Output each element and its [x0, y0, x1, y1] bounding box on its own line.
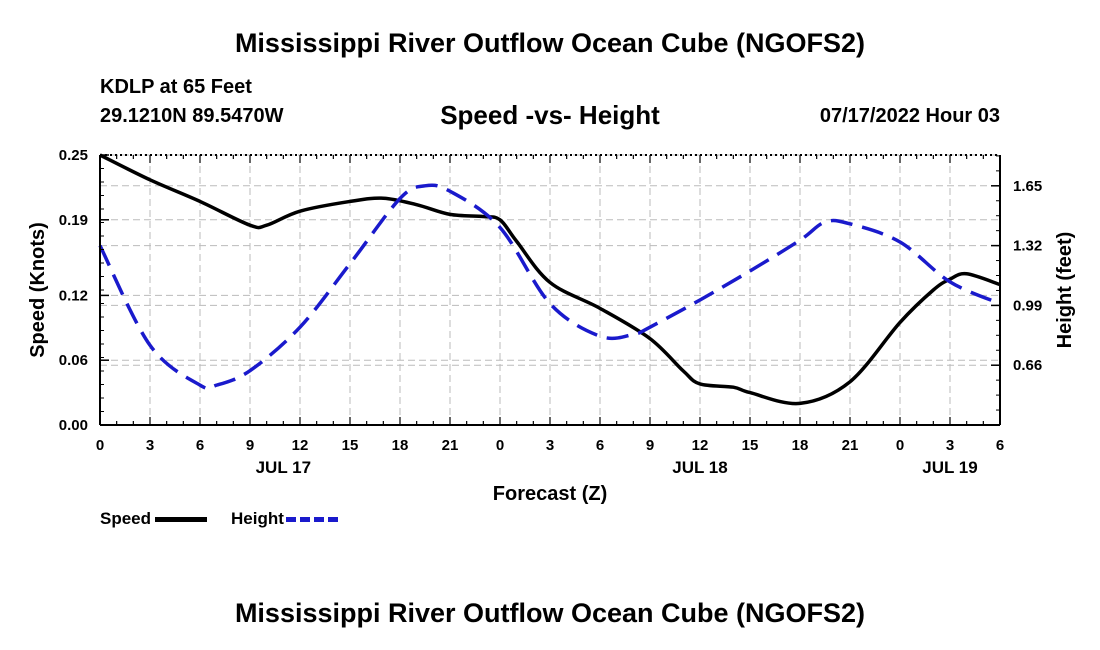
x-tick-label: 15: [342, 437, 359, 454]
x-day-label: JUL 18: [672, 458, 727, 477]
x-tick-label: 12: [692, 437, 709, 454]
chart-subtitle: Speed -vs- Height: [440, 100, 660, 130]
x-tick-label: 0: [496, 437, 504, 454]
forecast-datetime: 07/17/2022 Hour 03: [819, 105, 1000, 127]
y2-axis-title: Height (feet): [1054, 232, 1076, 349]
x-tick-label: 18: [792, 437, 809, 454]
x-day-label: JUL 19: [922, 458, 977, 477]
x-tick-label: 6: [996, 437, 1004, 454]
x-day-label: JUL 17: [256, 458, 311, 477]
x-tick-label: 21: [842, 437, 859, 454]
y-tick-label: 0.06: [59, 352, 88, 369]
x-tick-label: 3: [546, 437, 554, 454]
x-tick-label: 3: [946, 437, 954, 454]
legend-height-swatch: [285, 516, 338, 522]
x-tick-label: 15: [742, 437, 759, 454]
station-coordinates: 29.1210N 89.5470W: [100, 105, 284, 127]
x-tick-label: 0: [96, 437, 104, 454]
x-tick-label: 6: [596, 437, 604, 454]
series-layer: [98, 153, 1001, 406]
y-tick-label: 0.25: [59, 147, 88, 164]
y-tick-label: 0.12: [59, 287, 88, 304]
legend-speed: Speed: [100, 509, 208, 529]
legend-speed-label: Speed: [100, 509, 152, 528]
height-series-line: [98, 183, 1001, 391]
y-tick-label: 0.19: [59, 212, 88, 229]
legend-height: Height: [231, 509, 338, 529]
labels-layer: 0 3 6 9 12 15 18 21 0 3 6 9 12 15 18 21 0 3 6 JUL 17 JUL 18 J…: [27, 147, 1076, 505]
x-tick-label: 12: [292, 437, 309, 454]
bottom-title: Mississippi River Outflow Ocean Cube (NG…: [234, 598, 866, 628]
speed-series-line: [99, 153, 1001, 406]
legend-speed-swatch: [155, 516, 208, 522]
x-tick-label: 9: [646, 437, 654, 454]
x-tick-label: 9: [246, 437, 254, 454]
y2-tick-label: 0.66: [1013, 357, 1042, 374]
x-tick-label: 6: [196, 437, 204, 454]
grid-layer: [100, 154, 1000, 425]
y2-tick-label: 1.65: [1013, 178, 1042, 195]
x-axis-title: Forecast (Z): [493, 483, 607, 505]
legend-height-label: Height: [231, 509, 284, 528]
x-tick-label: 0: [896, 437, 904, 454]
y2-tick-label: 1.32: [1013, 238, 1042, 255]
axes-layer: [99, 154, 1001, 426]
main-title: Mississippi River Outflow Ocean Cube (NG…: [234, 28, 866, 58]
y2-tick-label: 0.99: [1013, 297, 1042, 314]
x-tick-label: 18: [392, 437, 409, 454]
y-axis-title: Speed (Knots): [27, 222, 49, 358]
x-tick-label: 3: [146, 437, 154, 454]
station-label: KDLP at 65 Feet: [100, 76, 252, 98]
y-tick-label: 0.00: [59, 417, 88, 434]
x-tick-label: 21: [442, 437, 459, 454]
